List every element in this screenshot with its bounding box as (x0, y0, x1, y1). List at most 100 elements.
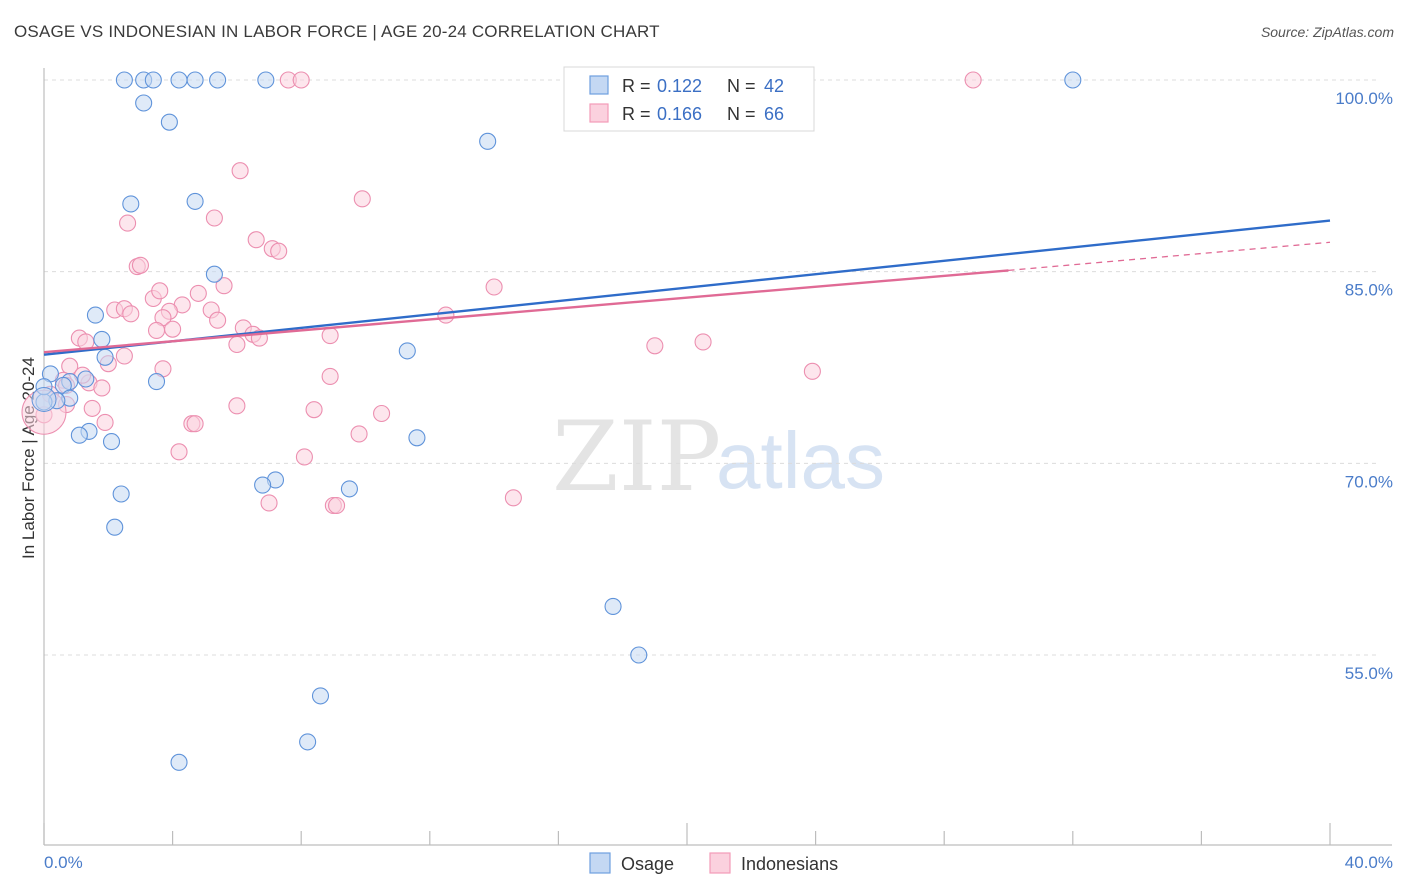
osage-point-30 (408, 429, 426, 447)
indonesians-point-6 (119, 214, 137, 232)
osage-point-17 (96, 348, 114, 366)
osage-point-8 (1064, 71, 1082, 89)
indonesians-point-61 (260, 494, 278, 512)
osage-point-11 (479, 132, 497, 150)
indonesians-point-35 (228, 335, 246, 354)
legend-swatch-indonesians (589, 103, 609, 123)
osage-point-20 (77, 370, 95, 388)
osage-cluster-point (31, 386, 57, 412)
legend-r-label-indonesians: R = (622, 104, 651, 124)
indonesians-point-38 (115, 347, 133, 365)
indonesians-point-28 (164, 320, 182, 338)
osage-point-15 (86, 306, 104, 324)
x-tick-label-max: 40.0% (1345, 853, 1393, 872)
y-axis-title: In Labor Force | Age 20-24 (19, 357, 38, 559)
source-attribution: Source: ZipAtlas.com (1260, 24, 1394, 40)
indonesians-point-58 (170, 443, 188, 461)
x-tick-labels: 0.0% 40.0% (44, 853, 1393, 872)
indonesians-point-3 (964, 71, 982, 89)
indonesians-trend-extension (1008, 241, 1331, 272)
osage-point-34 (112, 485, 130, 503)
osage-point-2 (144, 71, 162, 89)
indonesians-point-8 (247, 231, 265, 249)
osage-point-37 (630, 646, 648, 664)
osage-point-16 (93, 330, 111, 348)
indonesians-point-49 (83, 399, 101, 417)
indonesians-point-63 (328, 496, 346, 515)
indonesians-point-4 (231, 162, 249, 180)
y-tick-label-55: 55.0% (1345, 664, 1393, 683)
osage-point-6 (257, 71, 275, 89)
osage-trend-line (43, 219, 1331, 356)
watermark: ZIP atlas (552, 401, 885, 513)
osage-point-3 (170, 71, 188, 89)
osage-point-5 (209, 71, 227, 89)
osage-point-14 (205, 265, 223, 283)
indonesians-point-17 (151, 282, 169, 300)
indonesians-trend-line (43, 269, 1009, 354)
indonesians-point-25 (209, 311, 227, 329)
indonesians-point-42 (321, 367, 339, 385)
osage-point-29 (102, 433, 121, 451)
osage-point-0 (115, 71, 133, 89)
osage-point-12 (122, 195, 140, 213)
indonesians-point-60 (504, 489, 522, 507)
indonesians-point-36 (646, 337, 664, 355)
y-tick-label-70: 70.0% (1345, 472, 1393, 491)
indonesians-point-37 (694, 333, 712, 351)
indonesians-point-24 (437, 306, 455, 324)
osage-point-28 (70, 426, 88, 444)
trend-lines (43, 219, 1331, 356)
indonesians-point-51 (305, 401, 323, 419)
indonesians-point-13 (485, 278, 503, 296)
y-tick-label-100: 100.0% (1335, 89, 1393, 108)
y-tick-labels: 55.0% 70.0% 85.0% 100.0% (1335, 89, 1393, 683)
series-legend: Osage Indonesians (589, 852, 838, 874)
legend-r-value-indonesians: 0.166 (657, 104, 702, 124)
osage-point-40 (170, 753, 188, 771)
indonesians-point-27 (147, 321, 166, 339)
chart-title: OSAGE VS INDONESIAN IN LABOR FORCE | AGE… (14, 22, 660, 41)
indonesians-point-50 (228, 397, 246, 415)
axes (43, 68, 1392, 846)
indonesians-point-1 (292, 71, 310, 89)
indonesians-point-7 (205, 209, 223, 227)
indonesians-point-57 (350, 425, 368, 443)
legend-r-value-osage: 0.122 (657, 76, 702, 96)
indonesians-point-12 (131, 256, 149, 274)
indonesians-point-52 (373, 404, 391, 423)
indonesians-point-41 (803, 362, 821, 380)
bottom-legend-label-indonesians: Indonesians (741, 854, 838, 874)
osage-point-33 (340, 480, 358, 498)
indonesians-point-54 (96, 413, 114, 431)
legend-n-label-osage: N = (727, 76, 756, 96)
osage-point-32 (254, 476, 272, 494)
y-tick-label-85: 85.0% (1345, 281, 1393, 300)
osage-point-13 (186, 192, 204, 210)
legend-n-value-indonesians: 66 (764, 104, 784, 124)
bottom-legend-swatch-indonesians (709, 852, 731, 874)
indonesians-point-56 (186, 415, 204, 433)
osage-point-18 (398, 342, 416, 360)
osage-point-39 (299, 733, 317, 751)
osage-point-4 (186, 71, 204, 89)
indonesians-point-14 (215, 277, 233, 295)
indonesians-point-32 (321, 327, 339, 345)
watermark-zip: ZIP (552, 401, 721, 513)
legend-n-label-indonesians: N = (727, 104, 756, 124)
bottom-legend-swatch-osage (589, 852, 611, 874)
watermark-atlas: atlas (716, 416, 885, 505)
legend-n-value-osage: 42 (764, 76, 784, 96)
indonesians-point-21 (122, 305, 140, 323)
legend-swatch-osage (589, 75, 609, 95)
correlation-legend: R = 0.122 N = 42 R = 0.166 N = 66 (563, 66, 815, 132)
legend-r-label-osage: R = (622, 76, 651, 96)
osage-point-22 (147, 373, 166, 391)
x-tick-label-min: 0.0% (44, 853, 83, 872)
indonesians-point-15 (189, 284, 207, 302)
osage-point-36 (604, 597, 622, 615)
indonesians-point-10 (270, 242, 288, 260)
osage-point-9 (135, 94, 153, 112)
indonesians-point-59 (295, 448, 313, 466)
